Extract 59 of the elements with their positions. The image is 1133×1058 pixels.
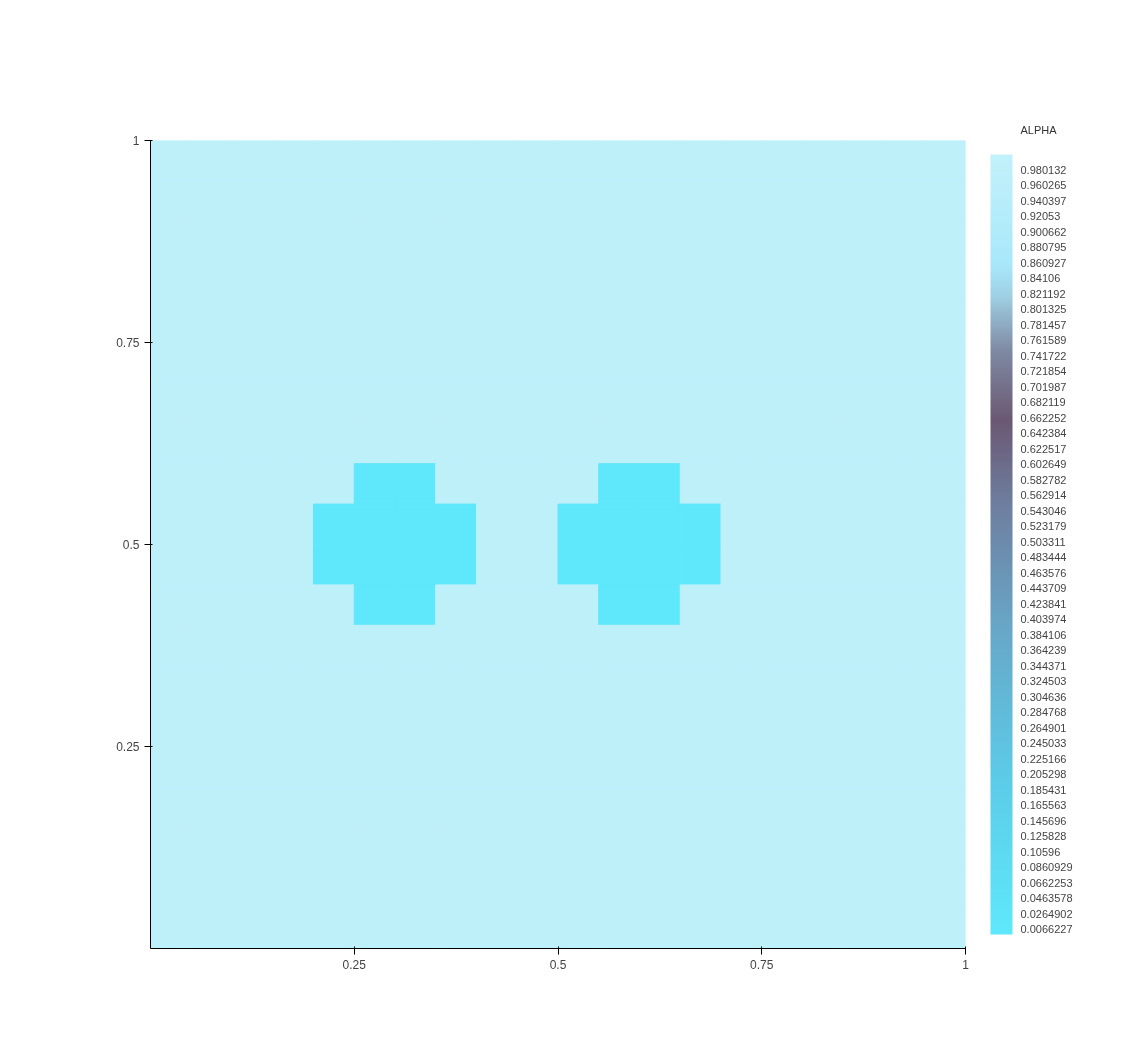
x-tick-label: 0.75: [750, 957, 774, 972]
color-bar-label: 0.344371: [1020, 659, 1067, 672]
color-bar-label: 0.84106: [1020, 272, 1061, 285]
y-tick-label: 0.25: [116, 740, 140, 754]
color-bar-label: 0.125828: [1020, 830, 1067, 843]
color-bar-label: 0.523179: [1020, 520, 1067, 533]
color-bar-label: 0.245033: [1020, 737, 1067, 750]
color-bar-label: 0.622517: [1020, 442, 1067, 455]
color-bar-label: 0.860927: [1020, 256, 1067, 269]
color-bar-label: 0.880795: [1020, 241, 1067, 254]
color-bar-label: 0.582782: [1020, 473, 1067, 486]
color-bar-label: 0.165563: [1020, 799, 1067, 812]
y-tick-label: 1: [132, 134, 140, 148]
color-bar-label: 0.741722: [1020, 349, 1067, 362]
color-bar-label: 0.940397: [1020, 194, 1067, 207]
x-tick-label: 0.25: [342, 957, 367, 972]
color-bar-label: 0.0860929: [1020, 861, 1073, 874]
color-bar-label: 0.225166: [1020, 752, 1067, 765]
color-bar-label: 0.443709: [1020, 582, 1067, 595]
color-bar-label: 0.403974: [1020, 613, 1067, 626]
color-bar-label: 0.562914: [1020, 489, 1067, 502]
color-bar-label: 0.145696: [1020, 814, 1067, 827]
color-bar-label: 0.92053: [1020, 210, 1061, 223]
color-bar-label: 0.423841: [1020, 597, 1067, 610]
color-bar-label: 0.701987: [1020, 380, 1067, 393]
color-bar-label: 0.0066227: [1020, 923, 1073, 936]
color-bar-label: 0.980132: [1020, 164, 1067, 176]
color-bar-label: 0.364239: [1020, 644, 1067, 657]
y-tick-label: 0.5: [122, 538, 140, 552]
color-bar-label: 0.682119: [1020, 396, 1066, 409]
color-bar-label: 0.821192: [1020, 287, 1066, 300]
color-bar-label: 0.0264902: [1020, 907, 1073, 920]
color-bar-label: 0.543046: [1020, 504, 1067, 517]
color-bar-label: 0.801325: [1020, 303, 1067, 316]
color-bar-title: ALPHA: [1020, 123, 1058, 136]
color-bar-label: 0.304636: [1020, 690, 1067, 703]
color-bar-label: 0.761589: [1020, 334, 1067, 347]
color-bar-label: 0.185431: [1020, 783, 1067, 796]
color-bar-label: 0.324503: [1020, 675, 1067, 688]
color-bar-label: 0.642384: [1020, 427, 1067, 440]
color-bar-label: 0.503311: [1020, 535, 1066, 548]
color-bar-label: 0.662252: [1020, 411, 1067, 424]
color-bar-label: 0.960265: [1020, 179, 1067, 192]
color-bar-label: 0.483444: [1020, 551, 1067, 564]
color-bar-label: 0.463576: [1020, 566, 1067, 579]
x-tick-label: 0.5: [549, 957, 567, 972]
color-bar-label: 0.10596: [1020, 845, 1061, 858]
color-bar-label: 0.0463578: [1020, 892, 1073, 905]
color-bar-label: 0.205298: [1020, 768, 1067, 781]
color-bar-label: 0.0662253: [1020, 876, 1073, 889]
color-bar-label: 0.284768: [1020, 706, 1067, 719]
y-tick-label: 0.75: [116, 336, 140, 350]
color-bar-label: 0.384106: [1020, 628, 1067, 641]
color-bar-label: 0.781457: [1020, 318, 1067, 331]
x-tick-label: 1: [962, 957, 970, 972]
color-bar-label: 0.721854: [1020, 365, 1067, 378]
color-bar-label: 0.602649: [1020, 458, 1067, 471]
color-bar-label: 0.900662: [1020, 225, 1067, 238]
color-bar-label: 0.264901: [1020, 721, 1067, 734]
